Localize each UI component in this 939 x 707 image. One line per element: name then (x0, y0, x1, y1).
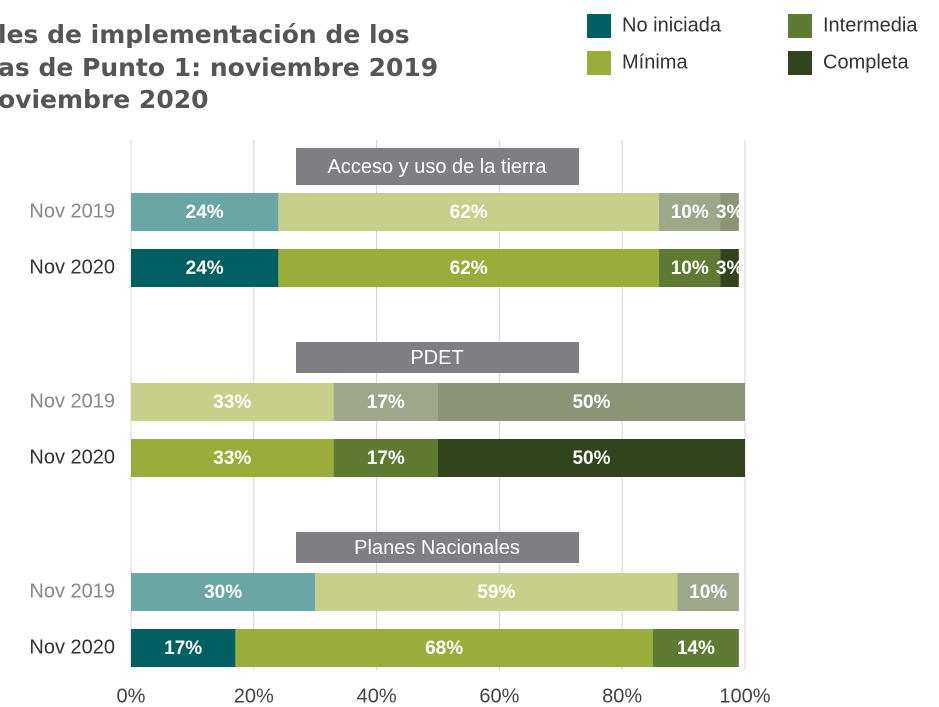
group-title-box (296, 532, 579, 563)
group-title: PDET (410, 347, 463, 369)
value-label: 17% (164, 638, 202, 659)
value-label: 33% (213, 392, 251, 413)
bar-segment (235, 629, 653, 667)
bar-segment (720, 249, 739, 287)
x-tick-label: 40% (357, 685, 397, 707)
value-label: 17% (367, 392, 405, 413)
legend-swatch (788, 51, 812, 75)
legend-label: No iniciada (622, 14, 722, 36)
value-label: 24% (186, 202, 224, 223)
title-line: as de Punto 1: noviembre 2019 (0, 53, 438, 82)
bar-segment (131, 193, 279, 231)
bar-segment (131, 383, 334, 421)
bar-segment (333, 383, 438, 421)
value-label: 10% (671, 202, 709, 223)
legend-label: Intermedia (823, 14, 918, 36)
bar-segment (131, 439, 334, 477)
bar-segment (659, 193, 721, 231)
row-label: Nov 2019 (29, 390, 115, 412)
value-label: 50% (572, 448, 610, 469)
title-line: les de implementación de los (0, 20, 410, 49)
bar-segment (438, 383, 745, 421)
bar-segment (131, 629, 236, 667)
bar-segment (131, 573, 316, 611)
x-tick-label: 80% (602, 685, 642, 707)
row-label: Nov 2020 (29, 636, 115, 658)
group-title: Planes Nacionales (354, 537, 520, 559)
value-label: 33% (213, 448, 251, 469)
bar-segment (278, 193, 660, 231)
x-tick-label: 60% (479, 685, 519, 707)
value-label: 62% (450, 202, 488, 223)
group-title-box (296, 148, 579, 185)
legend-swatch (587, 51, 611, 75)
bar-segment (659, 249, 721, 287)
bar-segment (652, 629, 739, 667)
row-label: Nov 2020 (29, 446, 115, 468)
bar-segment (677, 573, 739, 611)
legend-swatch (788, 14, 812, 38)
value-label: 59% (477, 582, 515, 603)
bar-segment (438, 439, 745, 477)
value-label: 10% (689, 582, 727, 603)
legend-label: Mínima (622, 51, 688, 73)
bar-segment (315, 573, 678, 611)
row-label: Nov 2019 (29, 580, 115, 602)
value-label: 30% (204, 582, 242, 603)
value-label: 10% (671, 258, 709, 279)
legend-label: Completa (823, 51, 909, 73)
value-label: 62% (450, 258, 488, 279)
value-label: 3% (716, 258, 744, 279)
value-label: 68% (425, 638, 463, 659)
x-tick-label: 20% (234, 685, 274, 707)
x-tick-label: 100% (719, 685, 770, 707)
bar-segment (131, 249, 279, 287)
title: les de implementación de los as de Punto… (0, 20, 438, 114)
value-label: 17% (367, 448, 405, 469)
bar-segment (333, 439, 438, 477)
value-label: 3% (716, 202, 744, 223)
bar-segment (278, 249, 660, 287)
title-line: oviembre 2020 (0, 85, 209, 114)
row-label: Nov 2020 (29, 256, 115, 278)
x-tick-label: 0% (117, 685, 146, 707)
row-label: Nov 2019 (29, 200, 115, 222)
group-title-box (296, 342, 579, 373)
legend-swatch (587, 14, 611, 38)
value-label: 14% (677, 638, 715, 659)
group-title: Acceso y uso de la tierra (328, 156, 548, 178)
value-label: 50% (572, 392, 610, 413)
value-label: 24% (186, 258, 224, 279)
bar-segment (720, 193, 739, 231)
